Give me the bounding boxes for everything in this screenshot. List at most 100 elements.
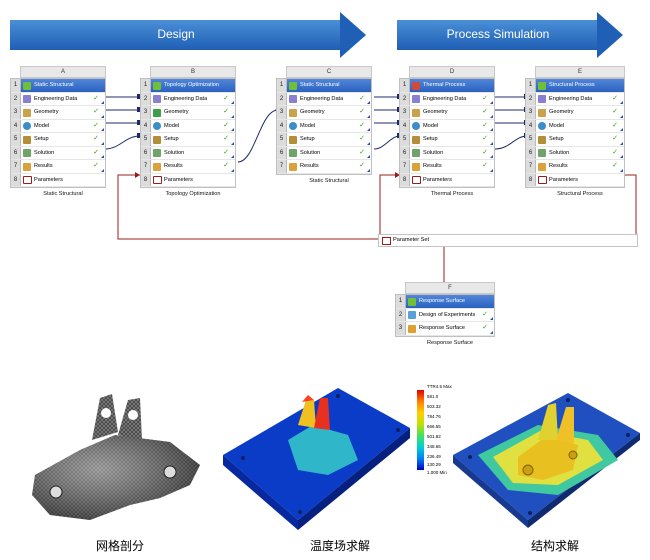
cell-model[interactable]: 4 Model ✓ (277, 119, 371, 133)
check-icon: ✓ (223, 94, 229, 102)
structural-result-image (453, 393, 640, 528)
corner-triangle-icon (490, 101, 493, 104)
cell-solution[interactable]: 6 Solution ✓ (141, 146, 235, 160)
system-d-title[interactable]: Thermal Process (423, 82, 466, 88)
check-icon: ✓ (482, 121, 488, 129)
response-surface-icon (408, 297, 416, 306)
corner-triangle-icon (490, 330, 493, 334)
system-a-title[interactable]: Static Structural (34, 82, 74, 88)
cell-solution[interactable]: 6 Solution ✓ (400, 146, 494, 160)
corner-triangle-icon (231, 141, 234, 145)
geometry-icon (289, 108, 297, 117)
cell-results[interactable]: 7 Results ✓ (526, 160, 624, 174)
corner-triangle-icon (101, 101, 104, 104)
cell-setup[interactable]: 5 Setup ✓ (141, 133, 235, 147)
solution-icon (23, 149, 31, 157)
cell-solution[interactable]: 6 Solution ✓ (277, 146, 371, 160)
cell-results[interactable]: 7 Results ✓ (277, 160, 371, 174)
check-icon: ✓ (223, 162, 229, 169)
check-icon: ✓ (482, 148, 488, 156)
cell-parameters[interactable]: 8 Parameters (11, 173, 105, 187)
system-c[interactable]: C 1 Static Structural 2 Engineering Data ✓ … (276, 66, 372, 184)
cell-model[interactable]: 4 Model ✓ (400, 119, 494, 133)
legend-min-label: 1.000 Min (427, 470, 447, 475)
corner-triangle-icon (231, 101, 234, 104)
corner-triangle-icon (231, 128, 234, 131)
cell-setup[interactable]: 5 Setup ✓ (277, 133, 371, 147)
model-icon (538, 122, 546, 130)
cell-parameters[interactable]: 8 Parameters (526, 173, 624, 187)
thermal-process-icon (412, 81, 420, 90)
cell-model[interactable]: 4 Model ✓ (11, 119, 105, 133)
check-icon: ✓ (223, 135, 229, 142)
system-b[interactable]: B 1 Topology Optimization 2 Engineering Da… (140, 66, 236, 197)
cell-results[interactable]: 7 Results ✓ (400, 160, 494, 174)
check-icon: ✓ (93, 108, 99, 115)
system-e[interactable]: E 1 Structural Process 2 Engineering Data ✓… (525, 66, 625, 197)
geometry-icon (23, 108, 31, 117)
cell-design-of-experiments[interactable]: 2 Design of Experiments ✓ (396, 308, 494, 322)
cell-response-surface[interactable]: 3 Response Surface ✓ (396, 322, 494, 336)
system-c-title[interactable]: Static Structural (300, 82, 340, 88)
legend-value-6: 348.65 (427, 444, 441, 449)
cell-results[interactable]: 7 Results ✓ (11, 160, 105, 174)
mesh-caption: 网格剖分 (95, 539, 144, 553)
cell-engineering-data[interactable]: 2 Engineering Data ✓ (141, 92, 235, 106)
parameter-set-bar[interactable]: Parameter Set (378, 234, 638, 247)
system-f-title[interactable]: Response Surface (419, 298, 466, 304)
system-a-letter: A (20, 66, 106, 78)
system-f-caption: Response Surface (426, 339, 474, 346)
design-label: Design (157, 27, 195, 41)
structural-caption: 结构求解 (530, 539, 579, 553)
solution-icon (289, 149, 297, 157)
system-e-title[interactable]: Structural Process (549, 82, 595, 88)
system-a[interactable]: A 1 Static Structural 2 Engineering Data ✓ … (10, 66, 106, 197)
corner-triangle-icon (620, 141, 623, 145)
legend-value-7: 236.49 (427, 454, 441, 459)
cell-engineering-data[interactable]: 2 Engineering Data ✓ (277, 92, 371, 106)
legend-value-4: 666.55 (427, 424, 441, 429)
cell-setup[interactable]: 5 Setup ✓ (11, 133, 105, 147)
system-b-caption: Topology Optimization (165, 191, 221, 197)
structural-process-icon (538, 81, 546, 90)
cell-results[interactable]: 7 Results ✓ (141, 160, 235, 174)
cell-geometry[interactable]: 3 Geometry ✓ (141, 106, 235, 120)
setup-icon (23, 135, 31, 144)
cell-engineering-data[interactable]: 2 Engineering Data ✓ (11, 92, 105, 106)
system-b-title[interactable]: Topology Optimization (164, 82, 220, 88)
cell-engineering-data[interactable]: 2 Engineering Data ✓ (526, 92, 624, 106)
system-f[interactable]: F 1 Response Surface 2 Design of Experimen… (395, 282, 495, 346)
thermal-caption: 温度场求解 (309, 539, 370, 553)
cell-parameters[interactable]: 8 Parameters (141, 173, 235, 187)
cell-model[interactable]: 4 Model ✓ (526, 119, 624, 133)
check-icon: ✓ (482, 324, 488, 331)
cell-solution[interactable]: 6 Solution ✓ (11, 146, 105, 160)
topology-optimization-icon (153, 81, 161, 90)
cell-setup[interactable]: 5 Setup ✓ (526, 133, 624, 147)
check-icon: ✓ (612, 94, 618, 102)
cell-geometry[interactable]: 3 Geometry ✓ (400, 106, 494, 120)
model-icon (412, 122, 420, 130)
cell-engineering-data[interactable]: 2 Engineering Data ✓ (400, 92, 494, 106)
corner-triangle-icon (367, 114, 370, 118)
check-icon: ✓ (359, 121, 365, 129)
cell-parameters[interactable]: 8 Parameters (400, 173, 494, 187)
check-icon: ✓ (223, 121, 229, 129)
legend-value-8: 130.29 (427, 462, 441, 467)
corner-triangle-icon (101, 155, 104, 158)
cell-setup[interactable]: 5 Setup ✓ (400, 133, 494, 147)
parameters-icon (538, 176, 547, 184)
static-structural-icon (23, 81, 31, 90)
process-arrow-banner: Process Simulation (397, 12, 623, 58)
cell-solution[interactable]: 6 Solution ✓ (526, 146, 624, 160)
cell-geometry[interactable]: 3 Geometry ✓ (11, 106, 105, 120)
solution-icon (412, 149, 420, 157)
cell-geometry[interactable]: 3 Geometry ✓ (526, 106, 624, 120)
check-icon: ✓ (93, 162, 99, 169)
geometry-icon (153, 108, 161, 117)
cell-model[interactable]: 4 Model ✓ (141, 119, 235, 133)
results-icon (538, 162, 546, 171)
cell-geometry[interactable]: 3 Geometry ✓ (277, 106, 371, 120)
corner-triangle-icon (620, 101, 623, 104)
